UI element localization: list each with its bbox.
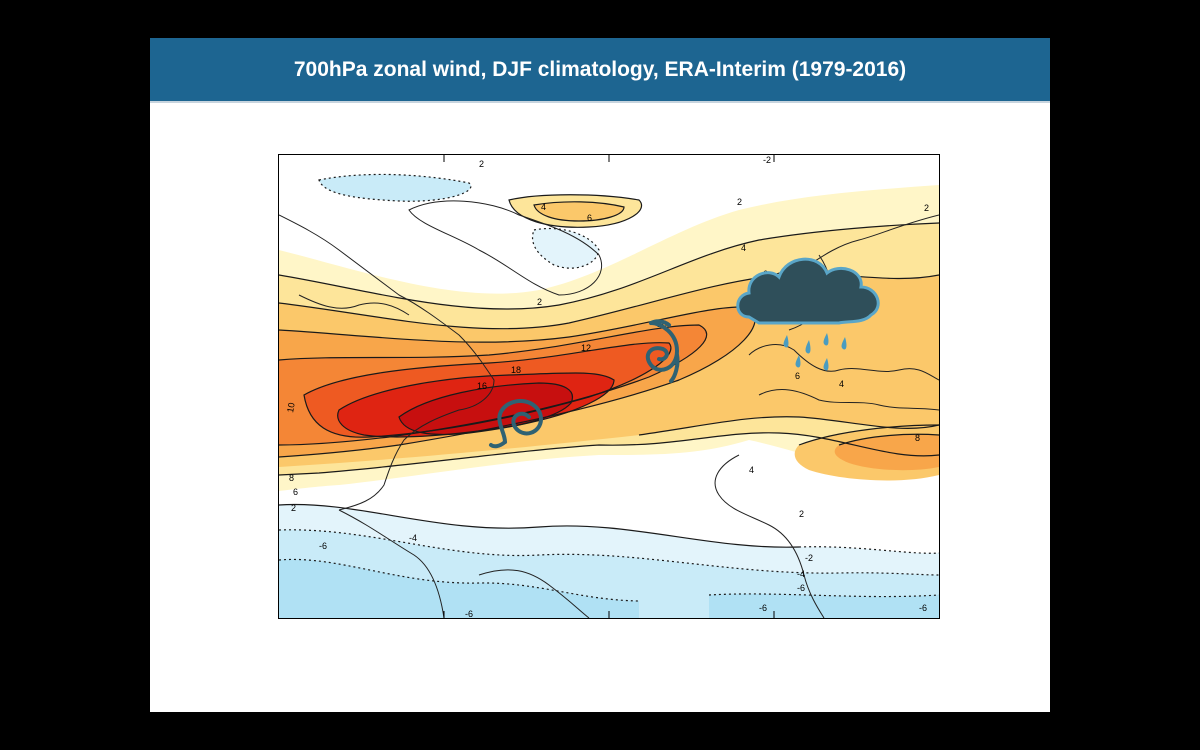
negative-wind-band-6 (279, 559, 639, 618)
contour-label: -6 (797, 583, 805, 593)
contour-label: 2 (924, 203, 929, 213)
contour-label: 16 (477, 381, 487, 391)
negative-wind-arctic-2 (532, 228, 599, 269)
contour-label: -6 (759, 603, 767, 613)
negative-wind-arctic (319, 174, 471, 202)
contour-label: -6 (465, 609, 473, 618)
contour-label: 4 (749, 465, 754, 475)
contour-label: 6 (587, 213, 592, 223)
contour-label: -6 (319, 541, 327, 551)
positive-wind-band-20 (399, 383, 573, 435)
contour-label: 4 (741, 243, 746, 253)
contour-label: 2 (537, 297, 542, 307)
contour-label: 2 (291, 503, 296, 513)
contour-label: -6 (919, 603, 927, 613)
cyclone-icon (645, 319, 680, 383)
contour-label: 2 (799, 509, 804, 519)
contour-label: 10 (285, 402, 297, 414)
contour-label: 18 (511, 365, 521, 375)
contour-label: 4 (839, 379, 844, 389)
contour-label: 12 (581, 343, 591, 353)
contour-label: 8 (915, 433, 920, 443)
negative-wind-band-6b (709, 593, 939, 618)
contour-label: 6 (795, 371, 800, 381)
contour-label: 8 (289, 473, 294, 483)
axis-ticks (443, 155, 775, 618)
wind-map: -2 2 4 6 2 2 4 6 2 10 12 16 18 10 8 6 2 (278, 154, 940, 619)
title-bar: 700hPa zonal wind, DJF climatology, ERA-… (150, 38, 1050, 103)
contour-label: -2 (805, 553, 813, 563)
negative-contour-lines (279, 173, 939, 602)
slide: 700hPa zonal wind, DJF climatology, ERA-… (150, 38, 1050, 712)
contour-label: -4 (409, 533, 417, 543)
contour-label: 2 (479, 159, 484, 169)
contour-label: -2 (763, 155, 771, 165)
contour-lines (279, 194, 939, 548)
contour-label: 6 (293, 487, 298, 497)
rain-cloud-icon (736, 257, 880, 371)
positive-wind-greenland-6 (534, 201, 624, 221)
contour-label: -4 (797, 569, 805, 579)
contour-label: 2 (737, 197, 742, 207)
cyclone-icon (489, 399, 544, 449)
slide-title: 700hPa zonal wind, DJF climatology, ERA-… (293, 57, 907, 81)
contour-label: 4 (541, 202, 546, 212)
